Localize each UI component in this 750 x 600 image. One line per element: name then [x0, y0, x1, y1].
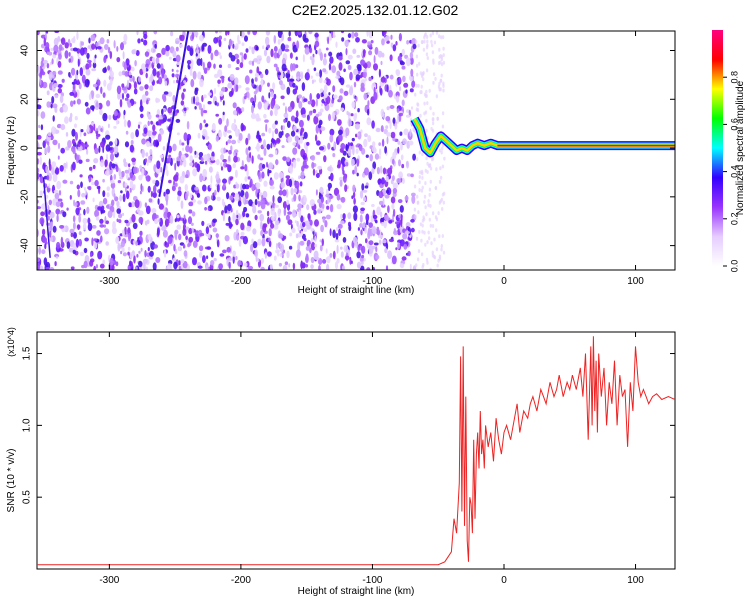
colorbar-label: Normalized spectral amplitude	[735, 80, 746, 215]
spectrogram-y-tick-label: -20	[20, 189, 31, 204]
snr-x-tick-label: -300	[99, 575, 119, 586]
colorbar: 0.0 0.2 0.4 0.6 0.8 Normalized spectral ampl…	[712, 30, 746, 272]
snr-x-tick-label: -200	[231, 575, 251, 586]
spectrogram-x-tick-label: -200	[231, 276, 251, 287]
colorbar-gradient	[712, 30, 723, 266]
spectrogram-x-tick-label: 0	[501, 276, 507, 287]
snr-y-tick-label: 1.5	[22, 346, 33, 360]
spectrogram-x-tick-label: -300	[99, 276, 119, 287]
colorbar-tick-label: 0.8	[729, 71, 739, 84]
spectrogram-y-tick-label: 40	[20, 45, 31, 57]
spectrogram-x-ticks: -300 -200 -100 0 100	[99, 31, 644, 287]
snr-x-tick-label: -100	[362, 575, 382, 586]
spectrogram-x-axis-label: Height of straight line (km)	[298, 285, 415, 296]
spectrogram-y-tick-label: -40	[20, 238, 31, 253]
colorbar-tick-label: 0.0	[729, 260, 739, 273]
spectrogram-x-tick-label: -100	[362, 276, 382, 287]
snr-y-tick-label: 1.0	[22, 418, 33, 432]
snr-y-tick-label: 0.5	[22, 490, 33, 504]
snr-panel: -300 -200 -100 0 100 0.5 1.0 1.5 Height of str…	[6, 327, 676, 597]
spectrogram-y-tick-label: 0	[20, 145, 31, 151]
snr-x-tick-label: 0	[501, 575, 507, 586]
spectrogram-signal-band	[410, 116, 675, 158]
spectrogram-y-ticks: -40 -20 0 20 40	[20, 45, 675, 253]
colorbar-ticks: 0.0 0.2 0.4 0.6 0.8	[723, 71, 739, 272]
snr-x-axis-label: Height of straight line (km)	[298, 586, 415, 597]
snr-y-axis-label: SNR (10 * v/v)	[6, 449, 17, 513]
colorbar-tick-label: 0.2	[729, 213, 739, 226]
figure-title: C2E2.2025.132.01.12.G02	[291, 2, 459, 18]
spectrogram-y-tick-label: 20	[20, 93, 31, 105]
snr-y-multiplier: (x10^4)	[6, 327, 16, 357]
snr-frame	[36, 331, 676, 570]
spectrogram-noise-field	[37, 31, 446, 270]
colorbar-tick-label: 0.4	[729, 165, 739, 178]
snr-y-ticks: 0.5 1.0 1.5	[22, 346, 675, 504]
snr-x-tick-label: 100	[627, 575, 644, 586]
colorbar-tick-label: 0.6	[729, 118, 739, 131]
spectrogram-frame	[36, 30, 676, 271]
spectrogram-y-axis-label: Frequency (Hz)	[6, 116, 17, 185]
snr-x-ticks: -300 -200 -100 0 100	[99, 332, 644, 586]
snr-series-line	[37, 336, 675, 566]
spectrogram-x-tick-label: 100	[627, 276, 644, 287]
